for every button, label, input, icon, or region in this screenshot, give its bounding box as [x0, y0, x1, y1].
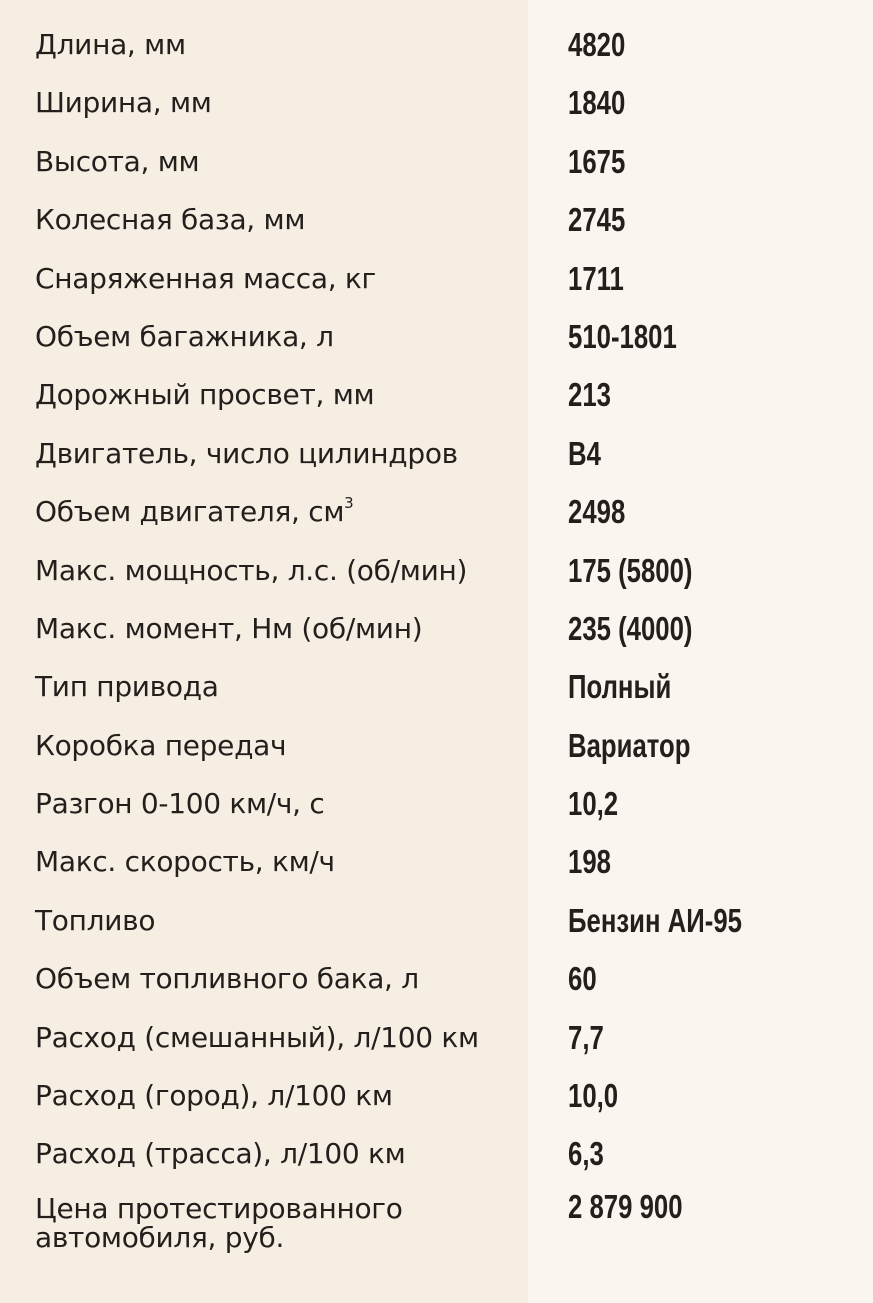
spec-value: 10,0 — [568, 1077, 619, 1115]
spec-row: Макс. мощность, л.с. (об/мин) 175 (5800) — [0, 542, 873, 600]
spec-label: Двигатель, число цилиндров — [35, 425, 458, 483]
spec-row: Объем топливного бака, л 60 — [0, 950, 873, 1008]
spec-label-text: Топливо — [35, 903, 156, 937]
spec-row: Топливо Бензин АИ-95 — [0, 892, 873, 950]
spec-label-text: Объем топливного бака, л — [35, 962, 419, 996]
spec-label: Снаряженная масса, кг — [35, 250, 376, 308]
spec-label: Тип привода — [35, 658, 219, 716]
spec-label: Расход (город), л/100 км — [35, 1067, 393, 1125]
spec-label: Топливо — [35, 892, 155, 950]
spec-row: Расход (город), л/100 км 10,0 — [0, 1067, 873, 1125]
spec-row: Коробка передач Вариатор — [0, 717, 873, 775]
spec-value: 175 (5800) — [568, 551, 693, 589]
spec-row: Дорожный просвет, мм 213 — [0, 366, 873, 424]
spec-label-text: Цена протестированного автомобиля, руб. — [35, 1191, 403, 1254]
spec-label: Ширина, мм — [35, 74, 212, 132]
spec-label: Расход (трасса), л/100 км — [35, 1125, 406, 1183]
spec-value: Бензин АИ-95 — [568, 901, 742, 939]
spec-value: 2745 — [568, 201, 626, 239]
spec-row: Разгон 0-100 км/ч, с 10,2 — [0, 775, 873, 833]
spec-label: Объем багажника, л — [35, 308, 334, 366]
spec-label-text: Объем двигателя, см — [35, 495, 345, 529]
spec-row: Высота, мм 1675 — [0, 133, 873, 191]
spec-label: Коробка передач — [35, 717, 287, 775]
spec-label-text: Объем багажника, л — [35, 319, 334, 353]
spec-value: 2498 — [568, 493, 626, 531]
spec-row: Ширина, мм 1840 — [0, 74, 873, 132]
spec-label: Высота, мм — [35, 133, 200, 191]
spec-label-text: Коробка передач — [35, 728, 287, 762]
spec-table: Длина, мм 4820 Ширина, мм 1840 Высота, мм 167… — [0, 16, 873, 1264]
spec-value: 7,7 — [568, 1018, 604, 1056]
spec-label-text: Длина, мм — [35, 28, 186, 61]
spec-label: Макс. момент, Нм (об/мин) — [35, 600, 423, 658]
spec-row: Расход (смешанный), л/100 км 7,7 — [0, 1009, 873, 1067]
spec-row: Цена протестированного автомобиля, руб. 2… — [0, 1184, 873, 1264]
spec-row: Объем двигателя, см3 2498 — [0, 483, 873, 541]
spec-label: Разгон 0-100 км/ч, с — [35, 775, 325, 833]
spec-label-text: Расход (город), л/100 км — [35, 1079, 393, 1113]
spec-label: Цена протестированного автомобиля, руб. — [35, 1194, 455, 1252]
spec-row: Расход (трасса), л/100 км 6,3 — [0, 1125, 873, 1183]
superscript: 3 — [344, 494, 354, 513]
spec-value: Вариатор — [568, 726, 691, 764]
spec-label-text: Тип привода — [35, 670, 219, 704]
spec-value: 510-1801 — [568, 317, 677, 355]
spec-label: Расход (смешанный), л/100 км — [35, 1009, 479, 1067]
spec-row: Длина, мм 4820 — [0, 16, 873, 74]
value-column-background — [528, 0, 873, 1303]
spec-value: 1675 — [568, 142, 626, 180]
spec-label: Длина, мм — [35, 16, 186, 74]
spec-row: Макс. скорость, км/ч 198 — [0, 833, 873, 891]
spec-row: Объем багажника, л 510-1801 — [0, 308, 873, 366]
spec-value: 235 (4000) — [568, 609, 693, 647]
spec-value: 6,3 — [568, 1135, 604, 1173]
spec-value: 10,2 — [568, 785, 619, 823]
spec-label-text: Снаряженная масса, кг — [35, 261, 376, 295]
spec-row: Тип привода Полный — [0, 658, 873, 716]
spec-label: Объем топливного бака, л — [35, 950, 419, 1008]
spec-label-text: Расход (смешанный), л/100 км — [35, 1020, 479, 1054]
spec-label-text: Колесная база, мм — [35, 203, 306, 237]
spec-value: 60 — [568, 960, 597, 998]
spec-label: Дорожный просвет, мм — [35, 366, 375, 424]
spec-label: Макс. скорость, км/ч — [35, 833, 335, 891]
spec-label-text: Макс. момент, Нм (об/мин) — [35, 611, 423, 645]
spec-label-text: Ширина, мм — [35, 86, 212, 120]
spec-label-text: Макс. мощность, л.с. (об/мин) — [35, 553, 468, 587]
spec-label-text: Двигатель, число цилиндров — [35, 436, 458, 470]
spec-label-text: Макс. скорость, км/ч — [35, 845, 335, 879]
spec-label-text: Расход (трасса), л/100 км — [35, 1137, 406, 1171]
spec-label: Колесная база, мм — [35, 191, 305, 249]
spec-value: B4 — [568, 434, 601, 472]
spec-value: 2 879 900 — [568, 1187, 683, 1225]
spec-value: 4820 — [568, 26, 626, 63]
spec-label-text: Разгон 0-100 км/ч, с — [35, 787, 325, 821]
spec-value: 1711 — [568, 259, 624, 297]
spec-label-text: Дорожный просвет, мм — [35, 378, 375, 412]
spec-value: 213 — [568, 376, 611, 414]
spec-label: Макс. мощность, л.с. (об/мин) — [35, 542, 467, 600]
spec-row: Колесная база, мм 2745 — [0, 191, 873, 249]
spec-row: Снаряженная масса, кг 1711 — [0, 250, 873, 308]
spec-label-text: Высота, мм — [35, 144, 200, 178]
spec-value: Полный — [568, 668, 672, 706]
spec-row: Макс. момент, Нм (об/мин) 235 (4000) — [0, 600, 873, 658]
spec-value: 1840 — [568, 84, 626, 122]
spec-label: Объем двигателя, см3 — [35, 483, 354, 541]
spec-value: 198 — [568, 843, 611, 881]
spec-row: Двигатель, число цилиндров B4 — [0, 425, 873, 483]
